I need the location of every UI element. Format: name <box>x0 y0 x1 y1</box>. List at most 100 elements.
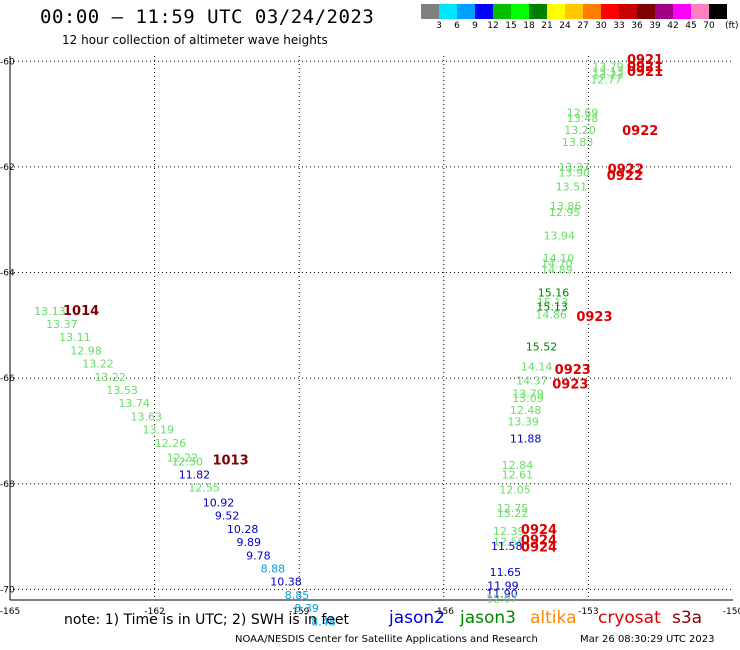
wave-height-label: 13.79 <box>592 60 624 73</box>
wave-height-label: 14.10 <box>543 252 575 265</box>
legend-swatch <box>547 4 565 19</box>
wave-height-label: 13.79 <box>512 388 544 401</box>
wave-height-label: 13.09 <box>512 392 544 405</box>
legend-swatch <box>709 4 727 19</box>
x-tick-label: -150 <box>723 607 740 617</box>
wave-height-label: 11.58 <box>491 540 523 553</box>
wave-height-label: 15.13 <box>537 296 569 309</box>
wave-height-label: 13.74 <box>118 397 150 410</box>
pressure-label: 0921 <box>627 53 663 68</box>
wave-height-label: 13.39 <box>507 416 539 429</box>
legend-label: 18 <box>523 21 535 31</box>
wave-height-label: 12.39 <box>493 525 525 538</box>
wave-height-label: 13.48 <box>567 112 599 125</box>
legend-label: 6 <box>454 21 460 31</box>
wave-height-label: 13.13 <box>592 66 624 79</box>
wave-height-label: 10.92 <box>203 497 235 510</box>
wave-height-label: 13.37 <box>559 161 591 174</box>
wave-height-label: 13.13 <box>34 305 66 318</box>
legend-swatch <box>475 4 493 19</box>
wave-height-label: 11.99 <box>487 579 519 592</box>
wave-height-label: 11.90 <box>486 587 518 600</box>
legend-swatch <box>619 4 637 19</box>
wave-height-label: 8.85 <box>285 589 310 602</box>
wave-height-label: 10.38 <box>270 576 302 589</box>
legend-swatch <box>493 4 511 19</box>
footer-note: note: 1) Time is in UTC; 2) SWH is in fe… <box>64 612 350 628</box>
grid-lines <box>10 56 733 600</box>
y-tick-label: -64 <box>0 269 15 279</box>
wave-height-label: 9.78 <box>246 549 271 562</box>
legend-label: 33 <box>613 21 625 31</box>
pressure-label: 0921 <box>627 60 663 75</box>
legend-label: 12 <box>487 21 499 31</box>
wave-height-label: 13.63 <box>131 410 163 423</box>
legend-label: 70 <box>703 21 715 31</box>
pressure-label: 0922 <box>607 169 643 184</box>
wave-height-label: 13.53 <box>106 384 137 397</box>
wave-height-label: 12.75 <box>497 502 529 515</box>
y-tick-label: -60 <box>0 57 15 67</box>
wave-height-label: 11.82 <box>179 469 211 482</box>
wave-height-label: 12.95 <box>549 206 581 219</box>
wave-height-label: 12.61 <box>502 469 534 482</box>
satellite-s3a: s3a <box>672 608 703 628</box>
x-tick-label: -159 <box>289 607 310 617</box>
legend-swatch <box>421 4 439 19</box>
wave-height-label: 13.11 <box>59 331 91 344</box>
wave-height-label: 11.88 <box>510 433 541 446</box>
pressure-label: 0922 <box>608 162 644 177</box>
satellite-jason3: jason3 <box>460 608 516 628</box>
pressure-label: 1014 <box>63 304 99 319</box>
wave-height-label: 12.50 <box>171 455 203 468</box>
wave-height-label: 12.22 <box>167 452 199 465</box>
wave-height-label: 12.77 <box>590 73 622 86</box>
wave-height-label: 12.56 <box>493 536 525 549</box>
pressure-label: 0921 <box>627 65 663 80</box>
wave-height-label: 14.70 <box>541 257 573 270</box>
wave-height-label: 13.86 <box>550 200 582 213</box>
wave-height-label: 12.98 <box>70 344 102 357</box>
legend-swatch <box>529 4 547 19</box>
legend-label: 3 <box>436 21 442 31</box>
legend-label: 42 <box>667 21 679 31</box>
wave-height-label: 15.52 <box>526 341 558 354</box>
wave-height-label: 15.16 <box>538 286 570 299</box>
legend-label: 21 <box>541 21 553 31</box>
chart-subtitle: 12 hour collection of altimeter wave hei… <box>62 33 328 47</box>
legend-label: 36 <box>631 21 643 31</box>
tick-labels: -165 -162 -159 -156 -153 -150 -60 -62 -64 -66 -68 -… <box>0 57 740 617</box>
y-tick-label: -68 <box>0 480 15 490</box>
legend-label: 9 <box>472 21 478 31</box>
x-tick-label: -156 <box>434 607 455 617</box>
pressure-label: 0924 <box>521 523 557 538</box>
wave-height-label: 12.48 <box>510 404 541 417</box>
x-tick-label: -162 <box>144 607 164 617</box>
wave-height-label: 14.86 <box>535 308 567 321</box>
timestamp-text: Mar 26 08:30:29 UTC 2023 <box>580 634 715 645</box>
wave-height-label: 13.20 <box>564 124 596 137</box>
wave-height-label: 11.65 <box>490 566 521 579</box>
legend-label: 24 <box>559 21 571 31</box>
wave-height-label: 15.13 <box>536 301 568 314</box>
legend-swatch <box>565 4 583 19</box>
pressure-label: 0922 <box>622 124 658 139</box>
legend-swatch <box>439 4 457 19</box>
satellite-jason2: jason2 <box>389 608 445 628</box>
legend-swatch <box>457 4 475 19</box>
pressure-label: 0924 <box>521 540 557 555</box>
chart-title: 00:00 – 11:59 UTC 03/24/2023 <box>40 6 375 28</box>
pressure-label: 0923 <box>552 378 588 393</box>
wave-height-label: 14.89 <box>541 264 573 277</box>
y-tick-label: -66 <box>0 374 15 384</box>
legend-label: 27 <box>577 21 589 31</box>
wave-height-label: 8.88 <box>261 563 286 576</box>
wave-height-label: 12.26 <box>155 437 187 450</box>
wave-height-label: 8.39 <box>294 602 319 615</box>
legend-label: 30 <box>595 21 607 31</box>
legend-swatch <box>583 4 601 19</box>
legend-label: 15 <box>505 21 517 31</box>
legend-label: 39 <box>649 21 661 31</box>
pressure-label: 1013 <box>212 453 248 468</box>
